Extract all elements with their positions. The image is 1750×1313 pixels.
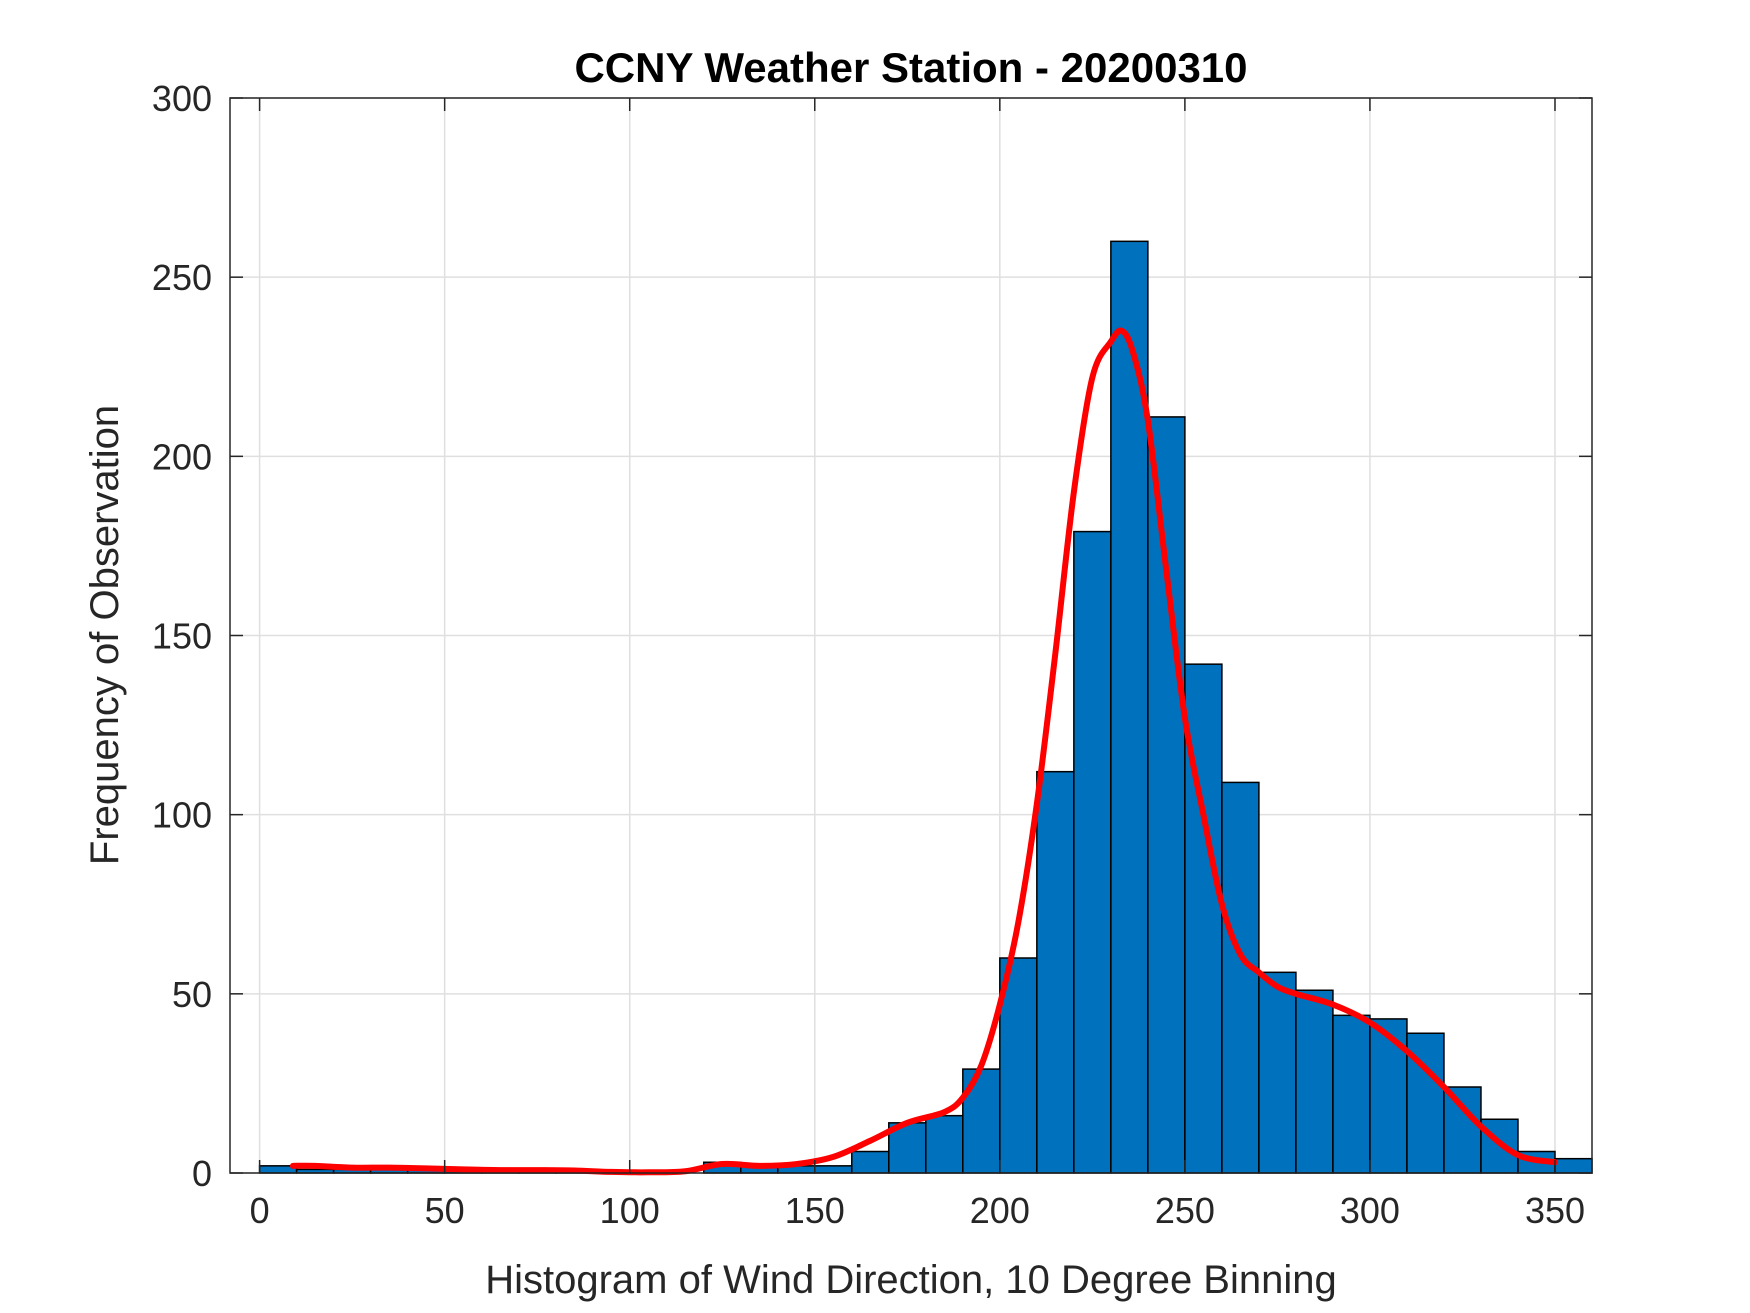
x-tick-labels: 0 50 100 150 200 250 300 350 <box>250 1190 1585 1231</box>
x-tick-label: 100 <box>600 1190 660 1231</box>
y-axis-label: Frequency of Observation <box>83 405 127 865</box>
x-tick-label: 250 <box>1155 1190 1215 1231</box>
x-tick-label: 150 <box>785 1190 845 1231</box>
y-tick-label: 200 <box>152 436 212 477</box>
x-axis-label: Histogram of Wind Direction, 10 Degree B… <box>485 1258 1337 1302</box>
y-tick-label: 100 <box>152 795 212 836</box>
x-tick-label: 200 <box>970 1190 1030 1231</box>
histogram-bar <box>1332 1014 1371 1174</box>
y-tick-label: 50 <box>172 974 212 1015</box>
histogram-bar <box>851 1150 890 1174</box>
y-tick-labels: 0 50 100 150 200 250 300 <box>152 78 212 1194</box>
y-tick-label: 0 <box>192 1153 212 1194</box>
y-tick-label: 300 <box>152 78 212 119</box>
y-tick-label: 150 <box>152 616 212 657</box>
histogram-bar <box>1036 770 1075 1174</box>
histogram-bar <box>1295 989 1334 1174</box>
y-tick-label: 250 <box>152 257 212 298</box>
axis-ticks <box>230 97 1592 1174</box>
histogram-bar <box>1258 971 1297 1174</box>
x-tick-label: 0 <box>250 1190 270 1231</box>
x-tick-label: 300 <box>1340 1190 1400 1231</box>
smoothed-fit-series <box>289 327 1558 1176</box>
chart-title: CCNY Weather Station - 20200310 <box>574 44 1247 91</box>
x-tick-label: 50 <box>425 1190 465 1231</box>
histogram-bar <box>814 1165 853 1174</box>
histogram-bar <box>925 1114 964 1174</box>
histogram-bar <box>1554 1157 1593 1174</box>
histogram-bar <box>1147 416 1186 1174</box>
smoothed-fit-line <box>289 327 1558 1176</box>
histogram-bar <box>1221 781 1260 1174</box>
histogram-bar <box>1073 530 1112 1174</box>
histogram-bar <box>1369 1018 1408 1174</box>
x-tick-label: 350 <box>1525 1190 1585 1231</box>
histogram-bar <box>1443 1086 1482 1174</box>
